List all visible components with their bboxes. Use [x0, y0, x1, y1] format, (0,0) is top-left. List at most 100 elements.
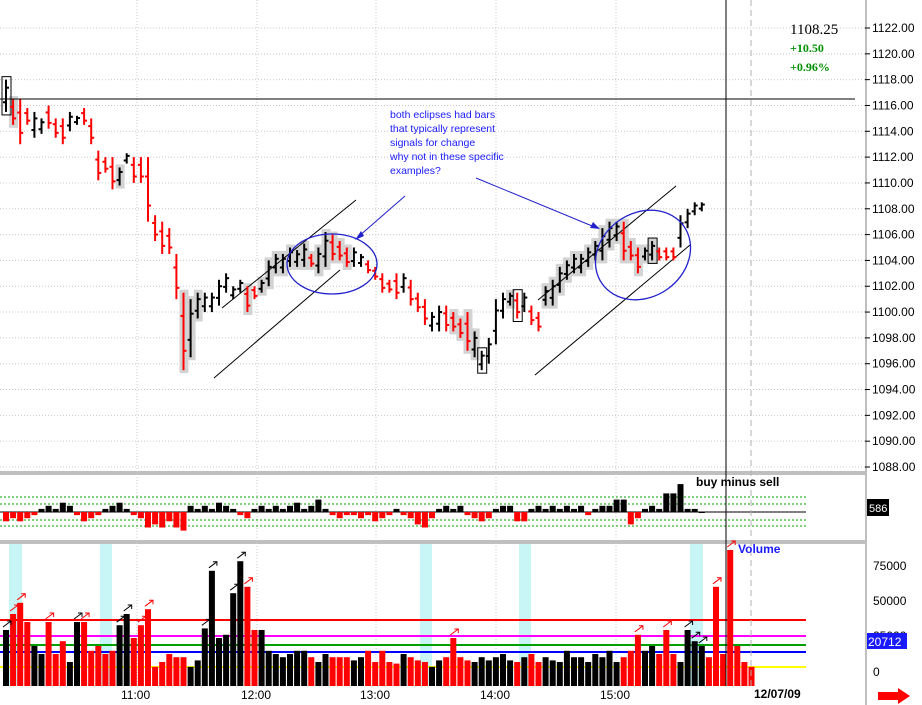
panel-separator-top[interactable]: [0, 471, 865, 475]
price-bar: [407, 279, 414, 306]
delta-bar: [59, 502, 66, 512]
price-bar: [52, 118, 59, 138]
signal-box-outline: [1, 76, 12, 116]
price-bar: [3, 79, 9, 112]
time-tick-label: 15:00: [600, 688, 630, 702]
price-bar: [471, 331, 478, 358]
volume-bar: [230, 593, 237, 686]
volume-bar: [620, 657, 627, 686]
delta-bar: [492, 508, 499, 512]
delta-bar: [258, 505, 265, 512]
price-bar: [627, 241, 634, 261]
delta-bar: [95, 512, 102, 516]
volume-bar: [670, 654, 677, 686]
volume-bar: [549, 660, 556, 686]
delta-bar: [365, 512, 372, 516]
price-bar: [294, 250, 301, 267]
price-bar: [180, 292, 187, 371]
volume-arrow-icon: [726, 540, 736, 548]
price-bar: [74, 115, 80, 125]
price-axis-divider: [865, 0, 867, 705]
eclipse-left: [286, 233, 378, 295]
volume-tick-label: 0: [873, 665, 880, 679]
volume-bar: [727, 550, 734, 686]
volume-bar: [457, 657, 464, 686]
delta-bar: [578, 505, 585, 512]
delta-bar: [535, 505, 542, 512]
delta-bar: [145, 512, 151, 528]
channel-line-right-upper: [537, 185, 677, 301]
delta-bar: [634, 512, 641, 519]
delta-bar: [137, 512, 144, 519]
price-axis: 1122.00 1120.00 1118.00 1116.00 1114.00 1112.…: [865, 21, 916, 474]
delta-bar: [294, 502, 301, 512]
volume-bar: [627, 650, 634, 686]
delta-bar: [485, 512, 492, 519]
delta-bar: [66, 505, 73, 512]
price-bar: [528, 305, 535, 325]
volume-bar: [265, 650, 272, 686]
volume-bar: [109, 650, 116, 686]
volume-bar: [521, 657, 528, 686]
volume-tick-label: 75000: [873, 559, 907, 573]
delta-bar: [599, 505, 606, 512]
annotation-line: both eclipses had bars: [390, 109, 495, 121]
price-bar: [173, 253, 180, 300]
price-tick-label: 1098.00: [872, 331, 916, 345]
volume-bar: [45, 622, 52, 686]
delta-bar: [386, 512, 393, 516]
price-bar: [88, 118, 95, 145]
volume-bar: [123, 614, 130, 686]
delta-bar: [109, 505, 116, 512]
volume-bar: [379, 650, 386, 686]
price-bar: [634, 247, 641, 274]
volume-bar: [720, 654, 727, 686]
volume-bar: [599, 657, 606, 686]
volume-bar: [152, 666, 159, 686]
volume-bar: [336, 657, 343, 686]
delta-bar: [592, 508, 599, 512]
delta-bar: [556, 508, 563, 512]
delta-bar: [663, 493, 670, 512]
price-bar: [514, 292, 521, 319]
delta-bar: [315, 499, 322, 512]
scroll-right-arrow-icon[interactable]: [876, 688, 910, 704]
delta-bar: [407, 512, 414, 519]
delta-bar: [17, 512, 24, 522]
volume-bar: [294, 650, 301, 686]
volume-bar: [677, 662, 684, 686]
price-bar: [478, 350, 485, 371]
price-bar: [393, 273, 400, 300]
volume-bar: [145, 609, 151, 686]
delta-bars: [0, 484, 806, 531]
panel-separator-bottom[interactable]: [0, 540, 865, 544]
delta-bar: [549, 505, 556, 512]
annotation-text: both eclipses had bars that typically re…: [389, 109, 504, 177]
price-bar: [102, 157, 109, 173]
delta-bar: [571, 508, 577, 512]
price-bar: [237, 279, 244, 293]
volume-arrow-icon: [16, 593, 26, 601]
volume-bar: [201, 628, 208, 686]
price-bar: [258, 279, 265, 293]
volume-panel-label: Volume: [738, 542, 781, 556]
delta-bar: [237, 512, 244, 516]
volume-arrow-icon: [244, 577, 253, 585]
volume-arrow-icon: [449, 628, 459, 636]
volume-arrow-icon: [208, 561, 218, 569]
time-tick-label: 13:00: [360, 688, 390, 702]
price-tick-label: 1094.00: [872, 383, 916, 397]
volume-bar: [258, 630, 265, 686]
delta-bar: [265, 508, 272, 512]
volume-bar: [386, 662, 393, 686]
eclipse-right: [594, 209, 692, 301]
delta-bar: [194, 508, 201, 512]
volume-arrow-icon: [45, 612, 55, 620]
price-bar: [578, 253, 585, 274]
price-bar: [400, 273, 407, 293]
volume-bar: [287, 654, 293, 686]
volume-arrow-icon: [9, 604, 19, 612]
volume-bar: [173, 657, 180, 686]
price-bar: [663, 247, 670, 261]
